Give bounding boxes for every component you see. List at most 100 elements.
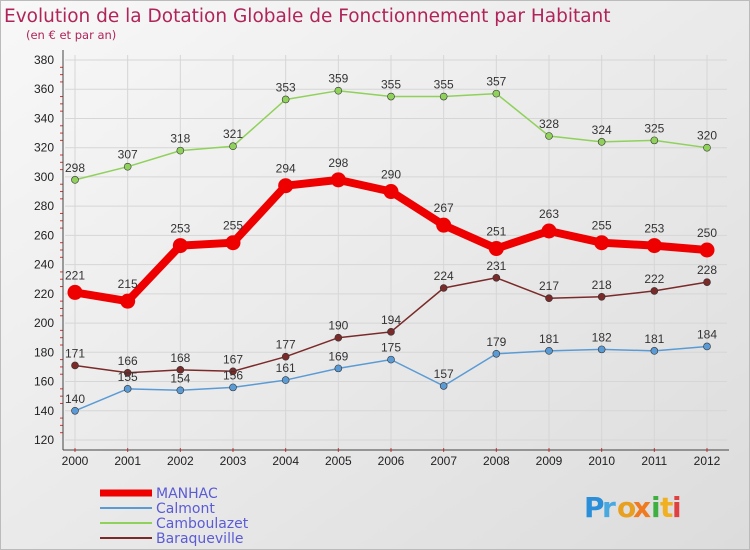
point-camboulazet-2005 bbox=[334, 86, 343, 95]
legend-label-baraqueville: Baraqueville bbox=[156, 531, 243, 547]
label-baraqueville-2011: 222 bbox=[644, 272, 664, 286]
data-labels: 221 215 253 255 294 298 290 267 251 263 255 253 250 1… bbox=[65, 72, 717, 406]
label-camboulazet-2004: 353 bbox=[276, 80, 296, 94]
x-tick-2006: 2006 bbox=[378, 454, 405, 468]
label-manhac-2003: 255 bbox=[223, 219, 243, 233]
logo-letter: o bbox=[617, 491, 636, 524]
proxiti-logo: Pr ox i ti bbox=[584, 491, 682, 524]
point-baraqueville-2006 bbox=[387, 328, 395, 336]
y-tick-140: 140 bbox=[34, 404, 54, 418]
label-baraqueville-2010: 218 bbox=[592, 278, 612, 292]
point-manhac-2011 bbox=[646, 238, 662, 254]
x-tick-labels: 2000 2001 2002 2003 2004 2005 2006 2007 2008 2009… bbox=[62, 454, 721, 468]
label-calmont-2004: 161 bbox=[276, 361, 296, 375]
point-camboulazet-2001 bbox=[123, 162, 132, 171]
x-tick-2011: 2011 bbox=[641, 454, 667, 468]
label-calmont-2011: 181 bbox=[644, 332, 664, 346]
point-calmont-2000 bbox=[71, 406, 79, 415]
series-group bbox=[67, 86, 715, 415]
point-calmont-2011 bbox=[650, 347, 659, 355]
point-baraqueville-2004 bbox=[281, 352, 290, 361]
point-camboulazet-2009 bbox=[545, 132, 553, 140]
point-manhac-2002 bbox=[172, 238, 188, 254]
y-tick-380: 380 bbox=[34, 53, 54, 67]
label-camboulazet-2009: 328 bbox=[539, 117, 559, 131]
x-tick-2008: 2008 bbox=[483, 454, 510, 468]
point-manhac-2009 bbox=[541, 223, 557, 239]
label-camboulazet-2008: 357 bbox=[486, 75, 506, 89]
label-baraqueville-2007: 224 bbox=[434, 269, 454, 283]
label-baraqueville-2006: 194 bbox=[381, 313, 401, 327]
y-tick-180: 180 bbox=[34, 345, 54, 359]
point-baraqueville-2010 bbox=[597, 292, 606, 301]
point-calmont-2003 bbox=[229, 383, 237, 392]
point-calmont-2008 bbox=[492, 349, 501, 358]
label-camboulazet-2001: 307 bbox=[118, 148, 138, 162]
point-baraqueville-2000 bbox=[71, 361, 79, 370]
label-calmont-2007: 157 bbox=[434, 367, 454, 381]
point-camboulazet-2008 bbox=[492, 89, 501, 98]
label-manhac-2007: 267 bbox=[434, 201, 454, 215]
point-manhac-2003 bbox=[225, 235, 241, 251]
legend-label-calmont: Calmont bbox=[156, 501, 215, 517]
grid bbox=[65, 55, 727, 448]
label-manhac-2005: 298 bbox=[328, 156, 348, 170]
label-baraqueville-2003: 167 bbox=[223, 352, 243, 366]
y-tick-340: 340 bbox=[34, 111, 54, 125]
point-manhac-2010 bbox=[594, 235, 610, 251]
point-calmont-2001 bbox=[123, 385, 132, 393]
x-tick-2010: 2010 bbox=[588, 454, 615, 468]
point-calmont-2002 bbox=[176, 386, 185, 395]
label-camboulazet-2011: 325 bbox=[644, 121, 664, 135]
logo-letter: i bbox=[672, 491, 682, 524]
label-camboulazet-2002: 318 bbox=[170, 132, 190, 146]
y-tick-labels: 120 140 160 180 200 220 240 260 280 300 320 340 360 3… bbox=[34, 53, 54, 447]
point-manhac-2004 bbox=[278, 178, 294, 194]
label-camboulazet-2012: 320 bbox=[697, 129, 717, 143]
point-calmont-2004 bbox=[281, 376, 290, 384]
point-baraqueville-2002 bbox=[176, 366, 185, 374]
point-manhac-2012 bbox=[699, 242, 715, 258]
point-manhac-2007 bbox=[436, 217, 452, 233]
x-tick-2005: 2005 bbox=[325, 454, 352, 468]
label-baraqueville-2008: 231 bbox=[486, 259, 506, 273]
label-baraqueville-2005: 190 bbox=[328, 319, 348, 333]
y-tick-360: 360 bbox=[34, 82, 54, 96]
y-tick-160: 160 bbox=[34, 375, 54, 389]
x-tick-2002: 2002 bbox=[167, 454, 194, 468]
y-tick-200: 200 bbox=[34, 316, 54, 330]
label-baraqueville-2000: 171 bbox=[65, 346, 85, 360]
x-tick-2009: 2009 bbox=[536, 454, 563, 468]
logo-letter: P bbox=[584, 491, 605, 524]
label-camboulazet-2010: 324 bbox=[592, 123, 612, 137]
x-tick-2004: 2004 bbox=[272, 454, 299, 468]
label-manhac-2006: 290 bbox=[381, 168, 401, 182]
point-calmont-2012 bbox=[703, 342, 711, 351]
point-baraqueville-2012 bbox=[703, 278, 711, 286]
label-camboulazet-2000: 298 bbox=[65, 161, 85, 175]
label-baraqueville-2004: 177 bbox=[276, 338, 296, 352]
label-manhac-2009: 263 bbox=[539, 207, 559, 221]
label-manhac-2000: 221 bbox=[65, 268, 85, 282]
label-calmont-2008: 179 bbox=[486, 335, 506, 349]
label-calmont-2000: 140 bbox=[65, 392, 85, 406]
logo-letter: x bbox=[633, 491, 651, 524]
x-tick-2012: 2012 bbox=[694, 454, 721, 468]
logo-letter: t bbox=[660, 491, 673, 524]
y-tick-280: 280 bbox=[34, 199, 54, 213]
point-manhac-2001 bbox=[120, 293, 136, 309]
label-baraqueville-2001: 166 bbox=[118, 354, 138, 368]
label-calmont-2003: 156 bbox=[223, 368, 243, 382]
label-calmont-2001: 155 bbox=[118, 370, 138, 384]
x-tick-2000: 2000 bbox=[62, 454, 89, 468]
label-manhac-2004: 294 bbox=[276, 162, 296, 176]
point-baraqueville-2003 bbox=[229, 367, 237, 376]
label-camboulazet-2007: 355 bbox=[434, 78, 454, 92]
point-camboulazet-2003 bbox=[229, 142, 237, 151]
point-camboulazet-2011 bbox=[650, 136, 659, 145]
y-tick-240: 240 bbox=[34, 258, 54, 272]
label-calmont-2010: 182 bbox=[592, 330, 612, 344]
x-tick-2001: 2001 bbox=[114, 454, 141, 468]
label-manhac-2008: 251 bbox=[486, 225, 506, 239]
axes bbox=[60, 50, 729, 452]
